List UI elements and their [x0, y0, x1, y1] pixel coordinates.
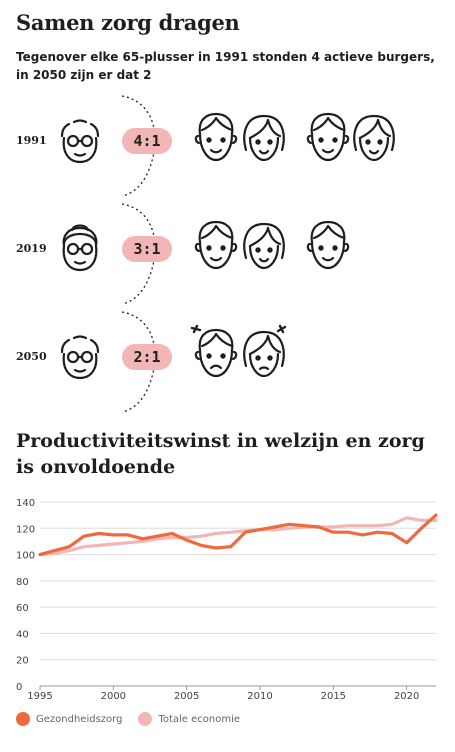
row-year: 1991	[16, 134, 47, 147]
chart-title: Productiviteitswinst in welzijn en zorg …	[16, 430, 425, 478]
legend-label-totale-economie: Totale economie	[158, 713, 241, 725]
x-tick-label: 2020	[394, 691, 419, 702]
x-tick-label: 2005	[174, 691, 199, 702]
chart-legend: Gezondheidszorg Totale economie	[16, 712, 256, 726]
legend-swatch-gezondheidszorg	[16, 712, 30, 726]
woman-icon	[236, 214, 292, 278]
legend-swatch-totale-economie	[138, 712, 153, 726]
woman-icon	[346, 106, 402, 170]
x-tick-label: 2010	[247, 691, 272, 702]
elderly-person-icon	[52, 220, 108, 276]
ratio-row-2050: 2050 2:1	[0, 306, 455, 416]
ratio-badge: 2:1	[122, 344, 172, 370]
ratio-badge: 3:1	[122, 236, 172, 262]
series-line-totale-economie	[38, 516, 438, 557]
elderly-person-icon	[52, 112, 108, 168]
y-tick-label: 0	[16, 682, 22, 693]
y-tick-label: 20	[16, 656, 29, 667]
ratio-badge: 4:1	[122, 128, 172, 154]
page-subtitle: Tegenover elke 65-plusser in 1991 stonde…	[16, 50, 435, 82]
woman-icon	[236, 106, 292, 170]
x-tick-label: 2015	[321, 691, 346, 702]
man-icon	[300, 214, 356, 278]
y-tick-label: 60	[16, 603, 29, 614]
y-tick-label: 120	[16, 524, 35, 535]
elderly-person-icon	[52, 328, 108, 384]
ratio-row-1991: 1991 4:1	[0, 90, 455, 200]
row-year: 2019	[16, 242, 47, 255]
row-year: 2050	[16, 350, 47, 363]
page-title: Samen zorg dragen	[16, 10, 240, 35]
x-tick-label: 1995	[27, 691, 52, 702]
y-tick-label: 80	[16, 577, 29, 588]
man-worried-icon	[188, 322, 244, 386]
legend-label-gezondheidszorg: Gezondheidszorg	[36, 713, 123, 725]
y-tick-label: 100	[16, 551, 35, 562]
y-tick-label: 140	[16, 498, 35, 509]
y-tick-label: 40	[16, 629, 29, 640]
x-tick-label: 2000	[101, 691, 126, 702]
woman-worried-icon	[236, 322, 292, 386]
ratio-row-2019: 2019 3:1	[0, 198, 455, 308]
man-icon	[188, 214, 244, 278]
man-icon	[300, 106, 356, 170]
man-icon	[188, 106, 244, 170]
productivity-line-chart: 0 20 40 60 80 100 120 140 1995 2000 2005 2010 2015 20…	[16, 498, 438, 702]
series-line-gezondheidszorg	[38, 513, 438, 557]
